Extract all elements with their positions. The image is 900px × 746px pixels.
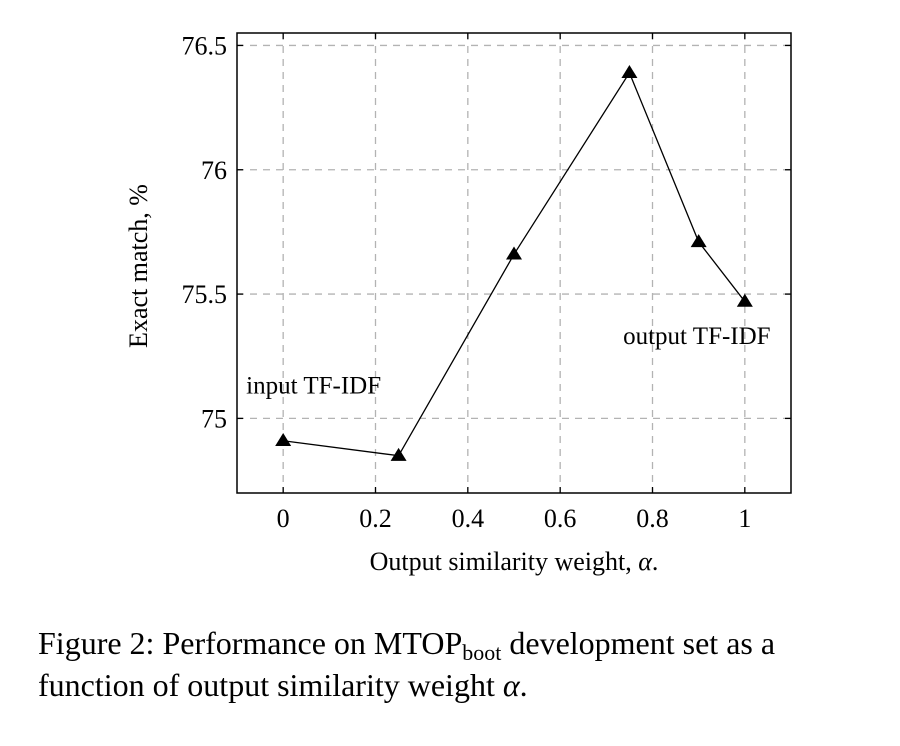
chart-container: 0 0.2 0.4 0.6 0.8 1 75 75.5 76 76.5 Output similar… bbox=[124, 31, 792, 576]
figure-caption: Figure 2: Performance on MTOPboot develo… bbox=[38, 622, 878, 706]
series-line bbox=[283, 71, 746, 457]
x-axis-title-period: . bbox=[652, 547, 659, 576]
caption-prefix: Figure 2: Performance on MTOP bbox=[38, 625, 463, 661]
x-axis-title-text: Output similarity weight, bbox=[370, 547, 639, 576]
y-tick-label: 76.5 bbox=[182, 31, 228, 60]
data-point-triangle-1 bbox=[390, 447, 407, 461]
data-point-triangle-2 bbox=[506, 246, 522, 260]
x-tick-label: 0.4 bbox=[452, 504, 485, 533]
data-point-triangle-5 bbox=[736, 293, 753, 307]
x-tick-label: 0 bbox=[277, 504, 290, 533]
y-tick-label: 75.5 bbox=[182, 280, 228, 309]
line-chart: 0 0.2 0.4 0.6 0.8 1 75 75.5 76 76.5 Output similar… bbox=[124, 31, 792, 576]
caption-end: . bbox=[519, 667, 528, 703]
caption-alpha-symbol: α bbox=[502, 667, 520, 703]
x-tick-label: 0.6 bbox=[544, 504, 577, 533]
x-tick-label: 0.2 bbox=[359, 504, 392, 533]
x-tick-label: 0.8 bbox=[636, 504, 669, 533]
caption-middle: development set as a function of output … bbox=[38, 625, 776, 703]
x-axis-title: Output similarity weight, α. bbox=[370, 547, 659, 576]
y-tick-label: 75 bbox=[201, 404, 227, 433]
x-axis-title-alpha: α bbox=[638, 547, 653, 576]
y-axis-title: Exact match, % bbox=[124, 184, 153, 348]
annotation-label: output TF-IDF bbox=[623, 323, 770, 350]
caption-subscript: boot bbox=[462, 640, 502, 665]
data-point-triangle-0 bbox=[275, 432, 292, 446]
x-tick-label: 1 bbox=[738, 504, 751, 533]
data-point-triangle-4 bbox=[690, 234, 707, 248]
data-point-triangle-3 bbox=[621, 64, 638, 78]
plot-frame bbox=[236, 32, 792, 494]
annotation-label: input TF-IDF bbox=[246, 373, 381, 400]
y-tick-label: 76 bbox=[201, 156, 227, 185]
